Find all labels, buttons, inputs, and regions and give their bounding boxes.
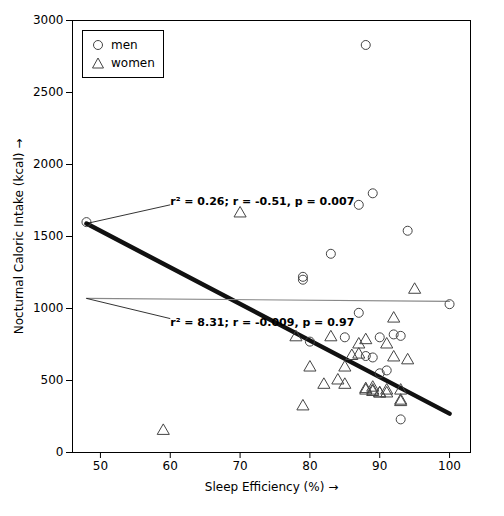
- svg-text:2000: 2000: [33, 157, 64, 171]
- svg-text:r² = 8.31; r = -0.009, p = 0.9: r² = 8.31; r = -0.009, p = 0.97: [170, 316, 354, 329]
- svg-text:80: 80: [302, 459, 317, 473]
- svg-text:Sleep Efficiency (%) →: Sleep Efficiency (%) →: [205, 480, 338, 494]
- svg-text:100: 100: [438, 459, 461, 473]
- svg-text:500: 500: [41, 373, 64, 387]
- svg-text:3000: 3000: [33, 13, 64, 27]
- svg-text:r² = 0.26; r = -0.51, p = 0.00: r² = 0.26; r = -0.51, p = 0.007: [170, 195, 354, 208]
- svg-text:1500: 1500: [33, 229, 64, 243]
- svg-text:1000: 1000: [33, 301, 64, 315]
- svg-text:Nocturnal Caloric Intake (kcal: Nocturnal Caloric Intake (kcal) →: [12, 139, 26, 335]
- svg-text:70: 70: [232, 459, 247, 473]
- svg-text:90: 90: [372, 459, 387, 473]
- svg-text:50: 50: [93, 459, 108, 473]
- svg-text:2500: 2500: [33, 85, 64, 99]
- svg-text:60: 60: [163, 459, 178, 473]
- html-text:men: men: [111, 38, 138, 52]
- svg-text:0: 0: [56, 445, 64, 459]
- html-text:women: women: [111, 56, 155, 70]
